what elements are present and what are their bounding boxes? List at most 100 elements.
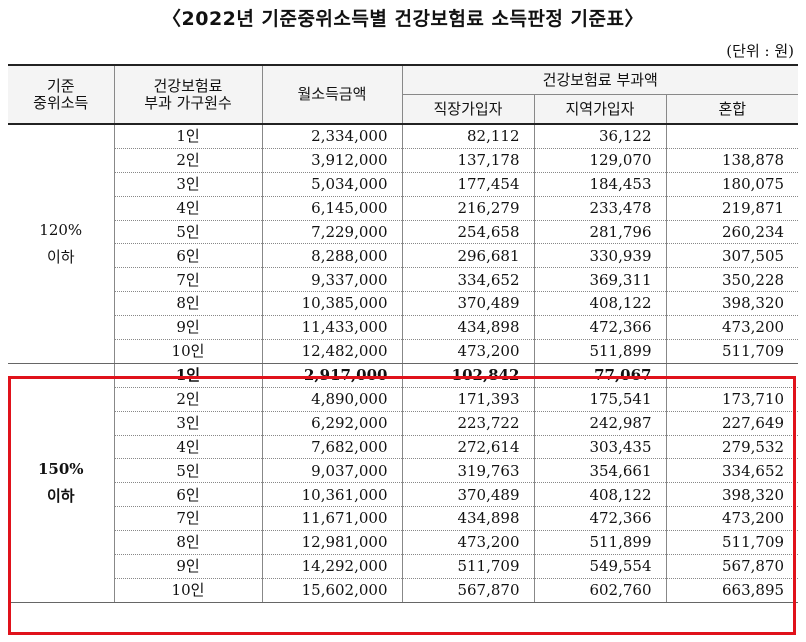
regional-cell: 242,987 [533, 411, 667, 436]
employee-cell: 216,279 [401, 196, 535, 221]
employee-cell: 137,178 [401, 148, 535, 173]
income-cell: 12,482,000 [261, 339, 403, 364]
mixed-cell: 227,649 [665, 411, 799, 436]
household-cell: 6인 [114, 482, 263, 508]
table-row: 6인 8,288,000 296,681 330,939 307,505 [8, 243, 799, 269]
household-cell: 7인 [114, 506, 263, 532]
header-base-income: 기준 중위소득 [8, 64, 115, 125]
table-row: 10인 12,482,000 473,200 511,899 511,709 [8, 339, 799, 364]
mixed-cell: 138,878 [665, 148, 799, 173]
employee-cell: 319,763 [401, 458, 535, 484]
income-cell: 4,890,000 [261, 387, 403, 412]
income-criteria-table: 기준 중위소득 건강보험료 부과 가구원수 월소득금액 건강보험료 부과액 직장… [8, 64, 799, 603]
employee-cell: 177,454 [401, 172, 535, 197]
household-cell: 2인 [114, 387, 263, 412]
employee-cell: 223,722 [401, 411, 535, 436]
regional-cell: 511,899 [533, 530, 667, 556]
household-cell: 4인 [114, 196, 263, 221]
mixed-cell: 334,652 [665, 458, 799, 484]
income-cell: 14,292,000 [261, 554, 403, 579]
table-row: 120% 이하 1인 2,334,000 82,112 36,122 [8, 124, 799, 364]
table-body: 120% 이하 1인 2,334,000 82,112 36,122 2인 3,912,00… [8, 124, 799, 603]
household-cell: 8인 [114, 291, 263, 317]
household-cell: 2인 [114, 148, 263, 173]
income-cell: 15,602,000 [261, 578, 403, 603]
employee-cell: 102,842 [401, 363, 535, 388]
income-cell: 9,037,000 [261, 458, 403, 484]
household-cell: 10인 [114, 578, 263, 603]
page-title: 〈2022년 기준중위소득별 건강보험료 소득판정 기준표〉 [162, 8, 644, 30]
household-cell: 5인 [114, 220, 263, 245]
regional-cell: 472,366 [533, 506, 667, 532]
header-premium: 건강보험료 부과액 [401, 64, 799, 95]
income-cell: 9,337,000 [261, 267, 403, 293]
mixed-cell: 173,710 [665, 387, 799, 412]
household-cell: 1인 [113, 363, 263, 388]
mixed-cell: 180,075 [665, 172, 799, 197]
household-cell: 3인 [114, 172, 263, 197]
income-cell: 8,288,000 [261, 243, 403, 269]
mixed-cell: 350,228 [665, 267, 799, 293]
header-regional: 지역가입자 [533, 94, 667, 125]
income-cell: 6,292,000 [261, 411, 403, 436]
regional-cell: 472,366 [533, 315, 667, 341]
table-row: 10인 15,602,000 567,870 602,760 663,895 [8, 578, 799, 603]
employee-cell: 434,898 [401, 506, 535, 532]
household-cell: 10인 [114, 339, 263, 364]
mixed-cell: 260,234 [665, 220, 799, 245]
household-cell: 4인 [114, 435, 263, 460]
table-row: 150% 이하 1인 2,917,000 102,842 77,067 [8, 363, 799, 603]
unit-label: (단위 : 원) [726, 42, 794, 60]
mixed-cell: 511,709 [665, 530, 799, 556]
income-cell: 11,433,000 [261, 315, 403, 341]
income-cell: 7,229,000 [261, 220, 403, 245]
employee-cell: 370,489 [401, 291, 535, 317]
mixed-cell: 511,709 [665, 339, 799, 364]
regional-cell: 36,122 [533, 124, 667, 149]
mixed-cell: 473,200 [665, 506, 799, 532]
household-cell: 1인 [113, 124, 263, 149]
regional-cell: 129,070 [533, 148, 667, 173]
group-label: 120% 이하 [8, 124, 115, 364]
regional-cell: 369,311 [533, 267, 667, 293]
mixed-cell: 398,320 [665, 482, 799, 508]
table-row: 3인 5,034,000 177,454 184,453 180,075 [8, 172, 799, 197]
income-cell: 3,912,000 [261, 148, 403, 173]
table-row: 4인 7,682,000 272,614 303,435 279,532 [8, 435, 799, 460]
table-row: 9인 14,292,000 511,709 549,554 567,870 [8, 554, 799, 579]
household-cell: 8인 [114, 530, 263, 556]
table-row: 5인 7,229,000 254,658 281,796 260,234 [8, 220, 799, 245]
income-cell: 5,034,000 [261, 172, 403, 197]
regional-cell: 184,453 [533, 172, 667, 197]
header-household-count: 건강보험료 부과 가구원수 [113, 64, 263, 125]
table-row: 7인 9,337,000 334,652 369,311 350,228 [8, 267, 799, 293]
income-cell: 10,385,000 [261, 291, 403, 317]
table-row: 2인 3,912,000 137,178 129,070 138,878 [8, 148, 799, 173]
mixed-cell: 307,505 [665, 243, 799, 269]
employee-cell: 473,200 [401, 339, 535, 364]
employee-cell: 296,681 [401, 243, 535, 269]
header-mixed: 혼합 [665, 94, 799, 125]
table-row: 2인 4,890,000 171,393 175,541 173,710 [8, 387, 799, 412]
household-cell: 5인 [114, 458, 263, 484]
income-cell: 10,361,000 [261, 482, 403, 508]
regional-cell: 330,939 [533, 243, 667, 269]
mixed-cell [665, 363, 799, 388]
regional-cell: 175,541 [533, 387, 667, 412]
regional-cell: 303,435 [533, 435, 667, 460]
income-cell: 12,981,000 [261, 530, 403, 556]
regional-cell: 233,478 [533, 196, 667, 221]
regional-cell: 77,067 [533, 363, 667, 388]
table-row: 8인 10,385,000 370,489 408,122 398,320 [8, 291, 799, 317]
mixed-cell [665, 124, 799, 149]
mixed-cell: 567,870 [665, 554, 799, 579]
regional-cell: 281,796 [533, 220, 667, 245]
mixed-cell: 219,871 [665, 196, 799, 221]
table-row: 9인 11,433,000 434,898 472,366 473,200 [8, 315, 799, 341]
regional-cell: 408,122 [533, 291, 667, 317]
employee-cell: 511,709 [401, 554, 535, 579]
employee-cell: 82,112 [401, 124, 535, 149]
header-monthly-income: 월소득금액 [261, 64, 403, 125]
regional-cell: 408,122 [533, 482, 667, 508]
regional-cell: 549,554 [533, 554, 667, 579]
